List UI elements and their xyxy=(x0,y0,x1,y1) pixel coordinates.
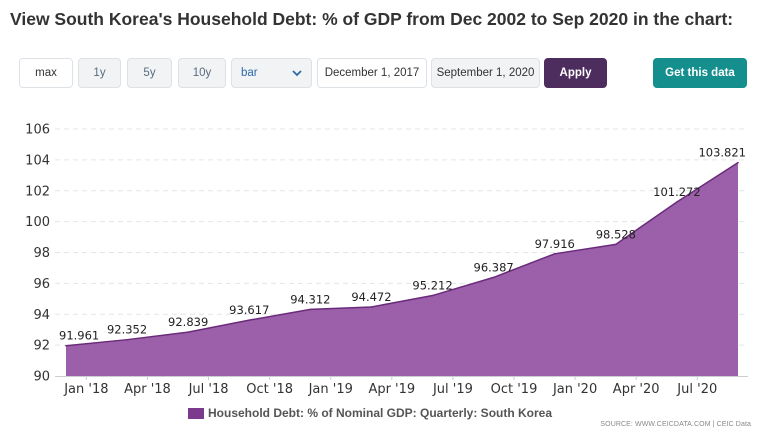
y-tick-label: 104 xyxy=(25,153,50,168)
x-tick-label: Apr '20 xyxy=(613,382,660,397)
y-tick-label: 96 xyxy=(33,277,50,292)
chevron-down-icon xyxy=(292,69,302,76)
x-tick-label: Jan '19 xyxy=(308,382,353,397)
x-tick-label: Jul '20 xyxy=(676,382,717,397)
data-label: 96.387 xyxy=(474,260,514,274)
data-point[interactable] xyxy=(431,294,434,297)
get-data-button[interactable]: Get this data xyxy=(653,58,747,88)
y-tick-label: 100 xyxy=(25,215,50,230)
range-5y-button[interactable]: 5y xyxy=(127,58,172,88)
y-tick-label: 94 xyxy=(33,308,50,323)
data-labels: 91.961 92.352 92.839 93.617 94.312 94.472 95.2… xyxy=(59,146,746,343)
legend-label: Household Debt: % of Nominal GDP: Quarte… xyxy=(208,406,553,420)
area-series xyxy=(65,161,739,376)
chart-type-value: bar xyxy=(241,67,258,79)
data-label: 103.821 xyxy=(698,146,746,160)
x-tick-label: Jan '18 xyxy=(63,382,108,397)
data-point[interactable] xyxy=(492,276,495,279)
data-label: 95.212 xyxy=(412,279,452,293)
series-line xyxy=(65,162,739,347)
y-tick-label: 90 xyxy=(33,370,50,385)
source-note: SOURCE: WWW.CEICDATA.COM | CEIC Data xyxy=(600,421,751,428)
start-date-input[interactable]: December 1, 2017 xyxy=(317,58,427,88)
apply-button[interactable]: Apply xyxy=(544,58,607,88)
chart-type-select[interactable]: bar xyxy=(231,58,312,88)
x-tick-label: Jul '19 xyxy=(432,382,473,397)
data-point[interactable] xyxy=(309,308,312,311)
x-tick-label: Jan '20 xyxy=(552,382,597,397)
range-10y-button[interactable]: 10y xyxy=(178,58,226,88)
x-tick-label: Jul '18 xyxy=(188,382,229,397)
data-point[interactable] xyxy=(126,338,128,341)
data-label: 92.352 xyxy=(107,323,147,337)
data-label: 91.961 xyxy=(59,329,99,343)
data-point[interactable] xyxy=(370,306,373,308)
chart-legend[interactable]: Household Debt: % of Nominal GDP: Quarte… xyxy=(188,406,552,420)
page-title: View South Korea's Household Debt: % of … xyxy=(10,9,734,29)
range-1y-button[interactable]: 1y xyxy=(78,58,121,88)
x-tick-label: Oct '18 xyxy=(246,382,293,397)
data-point[interactable] xyxy=(615,243,617,246)
y-tick-label: 102 xyxy=(25,184,50,199)
x-axis: Jan '18 Apr '18 Jul '18 Oct '18 Jan '19 Apr '… xyxy=(63,376,717,397)
data-label: 94.472 xyxy=(351,290,391,304)
y-tick-label: 92 xyxy=(33,339,50,354)
data-label: 92.839 xyxy=(168,315,208,329)
legend-swatch xyxy=(188,407,204,419)
debt-area-chart: 91.961 92.352 92.839 93.617 94.312 94.472 95.2… xyxy=(25,123,748,397)
data-label: 94.312 xyxy=(290,292,330,306)
data-label: 101.272 xyxy=(653,185,701,199)
x-tick-label: Apr '18 xyxy=(124,382,171,397)
data-point[interactable] xyxy=(248,319,251,321)
data-point[interactable] xyxy=(65,344,67,347)
data-label: 93.617 xyxy=(229,303,269,317)
data-label: 98.528 xyxy=(596,227,636,241)
y-tick-label: 98 xyxy=(33,246,50,261)
x-tick-label: Oct '19 xyxy=(491,382,538,397)
x-tick-label: Apr '19 xyxy=(368,382,415,397)
area-fill xyxy=(66,162,738,376)
data-label: 97.916 xyxy=(535,237,575,251)
data-point[interactable] xyxy=(676,201,678,203)
data-point[interactable] xyxy=(187,331,189,333)
y-axis: 90 92 94 96 98 100 102 104 106 xyxy=(25,123,50,385)
end-date-input[interactable]: September 1, 2020 xyxy=(431,58,540,88)
data-point[interactable] xyxy=(553,252,556,255)
chart-controls: max 1y 5y 10y bar December 1, 2017 Septe… xyxy=(0,0,773,100)
y-tick-label: 106 xyxy=(25,123,50,138)
data-point[interactable] xyxy=(737,161,739,164)
range-max-button[interactable]: max xyxy=(19,58,73,88)
